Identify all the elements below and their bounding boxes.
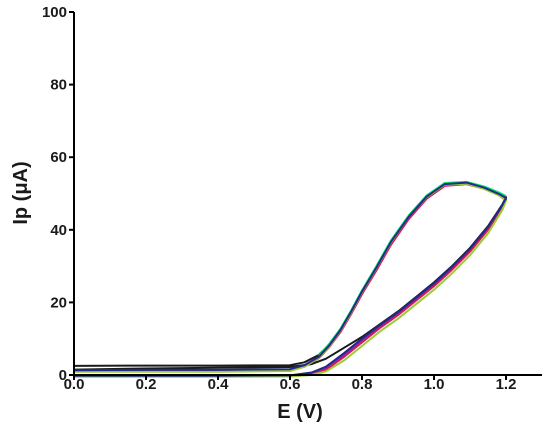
y-axis-ticks: 0 20 40 60 80 100 (42, 4, 74, 384)
series-line-3 (74, 183, 507, 378)
x-tick-label-6: 1.2 (496, 376, 517, 393)
y-tick-label-3: 60 (50, 149, 67, 166)
plot-area (73, 180, 507, 378)
y-tick-label-5: 100 (42, 4, 67, 21)
y-axis-title: Ip (μA) (10, 161, 32, 224)
y-tick-label-1: 20 (50, 294, 67, 311)
x-tick-label-5: 1.0 (424, 376, 445, 393)
x-axis-ticks: 0.0 0.2 0.4 0.6 0.8 1.0 1.2 (64, 375, 517, 393)
series-line-5 (318, 180, 507, 357)
x-tick-label-0: 0.0 (64, 376, 85, 393)
series-line-6 (73, 181, 507, 377)
x-tick-label-4: 0.8 (352, 376, 373, 393)
y-tick-label-0: 0 (59, 367, 67, 384)
x-tick-label-1: 0.2 (136, 376, 157, 393)
x-tick-label-3: 0.6 (280, 376, 301, 393)
y-tick-label-2: 40 (50, 222, 67, 239)
x-axis-title: E (V) (277, 401, 323, 423)
x-tick-label-2: 0.4 (208, 376, 230, 393)
y-tick-label-4: 80 (50, 77, 67, 94)
